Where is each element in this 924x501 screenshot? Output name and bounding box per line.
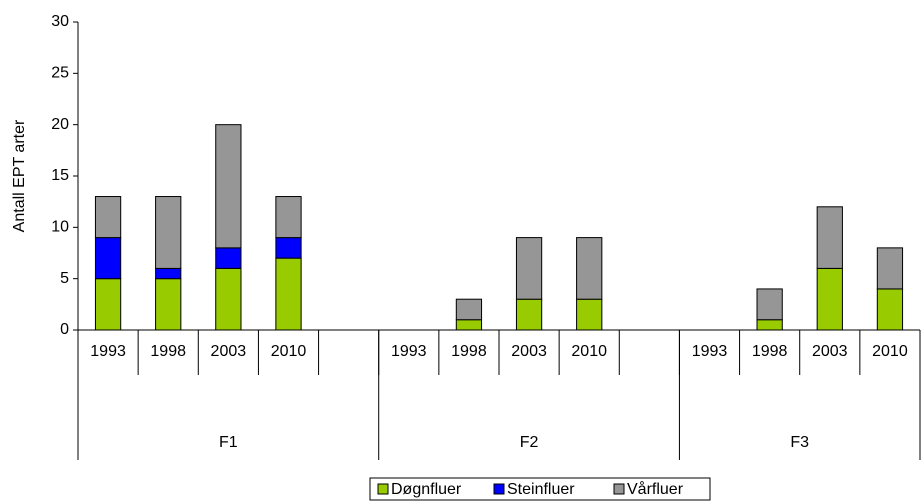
y-tick-label: 10 — [51, 219, 69, 236]
x-tick-label: 1993 — [692, 343, 728, 360]
legend-label: Vårfluer — [627, 480, 684, 498]
x-tick-label: 2003 — [812, 343, 848, 360]
legend-swatch — [613, 483, 625, 495]
y-tick-label: 30 — [51, 13, 69, 30]
bar-segment — [455, 298, 483, 321]
group-label: F3 — [790, 434, 809, 451]
y-axis-label: Antall EPT arter — [11, 119, 28, 232]
bar-segment — [876, 247, 904, 290]
bar-segment — [155, 196, 182, 269]
bar-segment — [876, 288, 904, 331]
group-label: F2 — [520, 434, 539, 451]
legend-swatch — [377, 483, 389, 495]
bar-segment — [576, 298, 603, 331]
bar-segment — [576, 237, 603, 300]
bar-segment — [94, 237, 122, 280]
x-tick-label: 2010 — [271, 343, 307, 360]
y-tick-label: 0 — [60, 321, 69, 338]
x-tick-label: 1993 — [90, 343, 126, 360]
legend-label: Døgnfluer — [391, 481, 462, 498]
x-tick-label: 1998 — [150, 343, 186, 360]
bar-segment — [155, 267, 182, 280]
bar-segment — [215, 267, 242, 331]
y-tick-label: 5 — [60, 270, 69, 287]
bar-segment — [816, 206, 843, 269]
bar-segment — [94, 196, 122, 239]
bar-segment — [215, 247, 242, 269]
bar-segment — [275, 257, 302, 331]
x-tick-label: 2003 — [211, 343, 247, 360]
bar-segment — [455, 319, 483, 331]
bar-segment — [155, 278, 182, 331]
legend-box — [369, 477, 711, 501]
bar-segment — [215, 124, 242, 249]
bar-segment — [275, 196, 302, 239]
y-tick-label: 20 — [51, 116, 69, 133]
x-tick-label: 2010 — [571, 343, 607, 360]
y-tick-label: 15 — [51, 167, 69, 184]
x-tick-label: 2010 — [872, 343, 908, 360]
y-tick-label: 25 — [51, 65, 69, 82]
x-tick-label: 1998 — [752, 343, 788, 360]
bar-segment — [275, 237, 302, 259]
x-tick-label: 1993 — [391, 343, 427, 360]
bar-segment — [816, 267, 843, 331]
bar-segment — [94, 278, 122, 331]
group-label: F1 — [219, 434, 238, 451]
bar-segment — [515, 237, 543, 300]
bar-segment — [756, 288, 783, 321]
x-tick-label: 2003 — [511, 343, 547, 360]
legend-swatch — [493, 483, 505, 495]
legend-label: Steinfluer — [507, 481, 575, 498]
bar-segment — [756, 319, 783, 331]
x-tick-label: 1998 — [451, 343, 487, 360]
bar-segment — [515, 298, 543, 331]
